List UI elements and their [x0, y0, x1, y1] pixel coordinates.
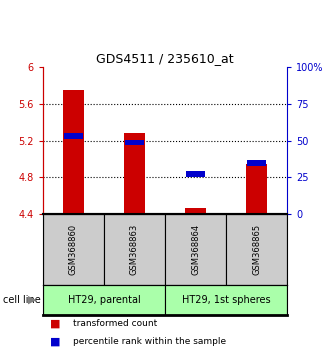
Text: ■: ■	[50, 319, 60, 329]
Text: transformed count: transformed count	[73, 319, 157, 329]
Text: GSM368860: GSM368860	[69, 224, 78, 275]
Text: HT29, parental: HT29, parental	[68, 295, 140, 305]
FancyBboxPatch shape	[43, 214, 104, 285]
Text: cell line: cell line	[3, 295, 41, 305]
Bar	[63, 90, 84, 214]
Text: ▶: ▶	[28, 295, 36, 305]
Bar	[246, 164, 267, 214]
Title: GDS4511 / 235610_at: GDS4511 / 235610_at	[96, 52, 234, 65]
Bar	[64, 133, 83, 139]
Text: GSM368864: GSM368864	[191, 224, 200, 275]
Text: GSM368865: GSM368865	[252, 224, 261, 275]
Bar	[185, 208, 206, 214]
FancyBboxPatch shape	[43, 285, 165, 315]
FancyBboxPatch shape	[165, 285, 287, 315]
FancyBboxPatch shape	[226, 214, 287, 285]
Text: percentile rank within the sample: percentile rank within the sample	[73, 337, 226, 346]
Text: HT29, 1st spheres: HT29, 1st spheres	[182, 295, 270, 305]
Bar	[247, 160, 266, 166]
Text: GSM368863: GSM368863	[130, 224, 139, 275]
Bar	[124, 133, 145, 214]
FancyBboxPatch shape	[104, 214, 165, 285]
Bar	[125, 140, 144, 145]
FancyBboxPatch shape	[165, 214, 226, 285]
Bar	[186, 171, 205, 177]
Text: ■: ■	[50, 337, 60, 347]
